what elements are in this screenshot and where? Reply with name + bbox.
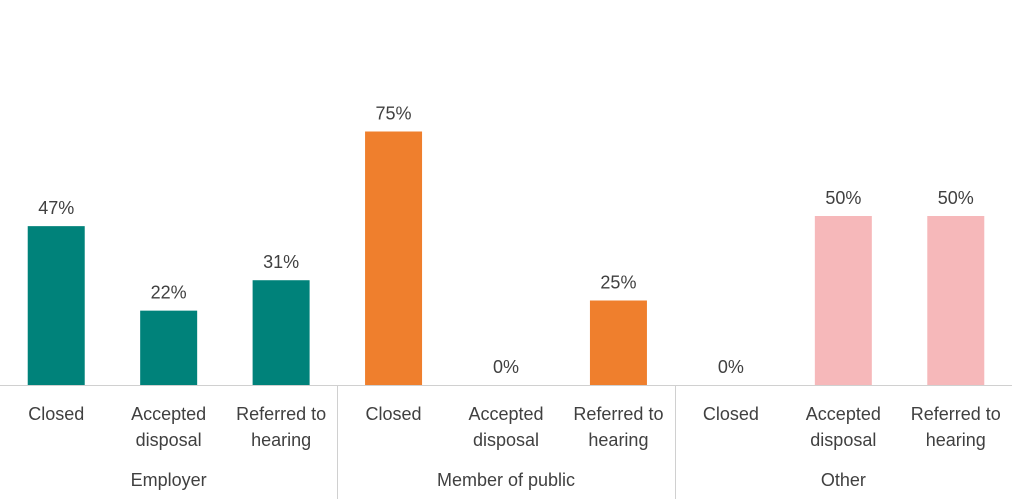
group-label: Member of public	[437, 470, 575, 490]
bar	[27, 226, 85, 385]
x-axis	[0, 385, 1012, 499]
category-tick-label: Accepted disposal	[806, 404, 881, 450]
category-tick-label: Closed	[366, 404, 422, 424]
category-tick-label: Referred to hearing	[911, 404, 1001, 450]
data-label: 0%	[718, 357, 744, 377]
category-tick-label: Closed	[703, 404, 759, 424]
bar	[589, 300, 647, 385]
category-tick-label: Accepted disposal	[468, 404, 543, 450]
bar	[927, 216, 985, 385]
data-label: 47%	[38, 198, 74, 218]
category-tick-label: Closed	[28, 404, 84, 424]
bar	[140, 310, 198, 385]
group-label: Other	[821, 470, 866, 490]
group-label: Employer	[131, 470, 207, 490]
data-label: 25%	[600, 273, 636, 293]
bar	[365, 131, 423, 385]
labels-layer: 47% Closed 22% Accepted disposal 31% Referred …	[28, 104, 1001, 491]
data-label: 22%	[151, 283, 187, 303]
data-label: 50%	[938, 188, 974, 208]
bar	[252, 280, 310, 385]
category-tick-label: Referred to hearing	[236, 404, 326, 450]
bar	[814, 216, 872, 385]
data-label: 0%	[493, 357, 519, 377]
data-label: 75%	[376, 104, 412, 124]
data-label: 50%	[825, 188, 861, 208]
bars-layer	[27, 131, 985, 385]
category-tick-label: Accepted disposal	[131, 404, 206, 450]
category-tick-label: Referred to hearing	[573, 404, 663, 450]
data-label: 31%	[263, 252, 299, 272]
